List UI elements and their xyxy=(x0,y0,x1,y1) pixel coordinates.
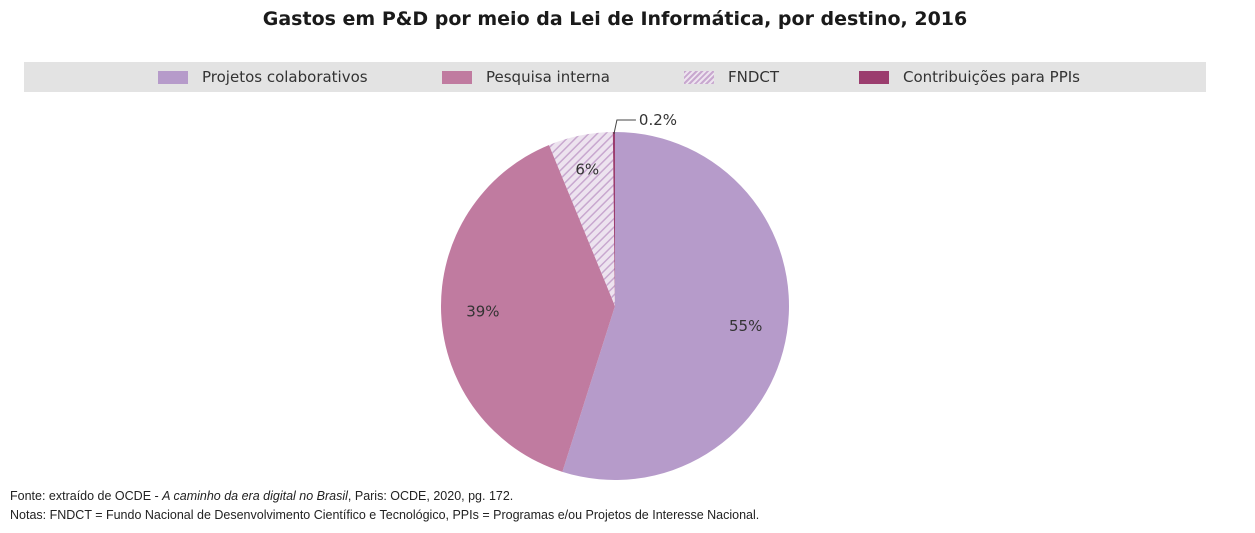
label-projetos: 55% xyxy=(729,317,762,335)
source-note: Fonte: extraído de OCDE - A caminho da e… xyxy=(10,489,513,503)
chart-title: Gastos em P&D por meio da Lei de Informá… xyxy=(262,8,968,30)
slice-ppis xyxy=(612,132,615,306)
source-prefix: Fonte: extraído de OCDE - xyxy=(10,489,163,503)
legend-item-projetos: Projetos colaborativos xyxy=(158,62,368,92)
legend-item-fndct: FNDCT xyxy=(684,62,779,92)
legend: Projetos colaborativos Pesquisa interna … xyxy=(24,62,1206,92)
legend-label-fndct: FNDCT xyxy=(728,68,780,86)
notes: Notas: FNDCT = Fundo Nacional de Desenvo… xyxy=(10,508,760,522)
legend-label-pesquisa: Pesquisa interna xyxy=(486,68,610,86)
legend-label-ppis: Contribuições para PPIs xyxy=(903,68,1080,86)
label-fndct: 6% xyxy=(575,161,599,179)
legend-item-ppis: Contribuições para PPIs xyxy=(859,62,1080,92)
slice-pesquisa xyxy=(440,144,615,472)
legend-swatch-fndct xyxy=(684,70,714,84)
leader-line-ppis xyxy=(613,119,636,135)
legend-item-pesquisa: Pesquisa interna xyxy=(442,62,610,92)
slice-projetos xyxy=(562,132,789,481)
source-suffix: , Paris: OCDE, 2020, pg. 172. xyxy=(347,489,514,503)
legend-label-projetos: Projetos colaborativos xyxy=(202,68,368,86)
legend-swatch-pesquisa xyxy=(442,70,472,84)
label-pesquisa: 39% xyxy=(466,302,499,320)
legend-swatch-ppis xyxy=(859,70,889,84)
source-title: A caminho da era digital no Brasil xyxy=(162,489,348,503)
slice-fndct xyxy=(549,132,615,306)
legend-swatch-projetos xyxy=(158,70,188,84)
label-ppis: 0.2% xyxy=(639,111,677,129)
